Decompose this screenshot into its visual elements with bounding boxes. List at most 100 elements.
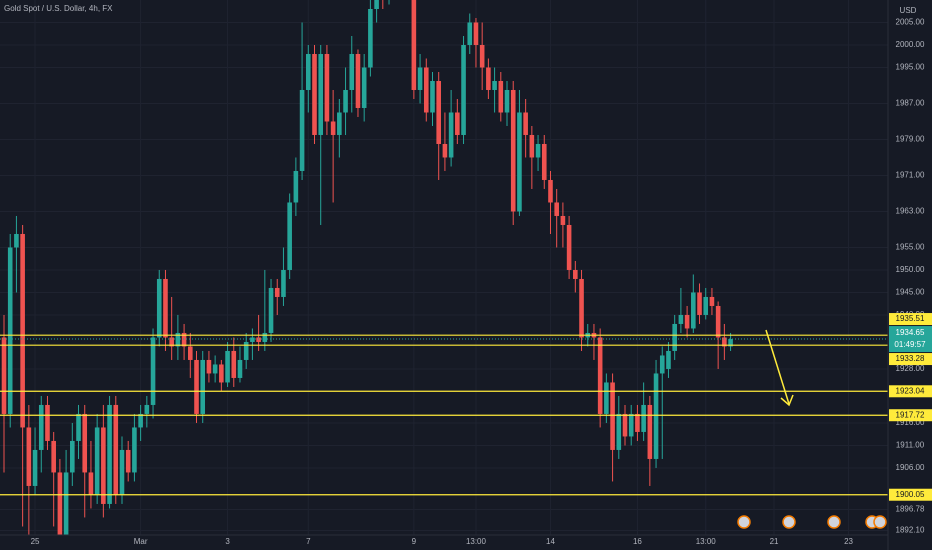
candle-body <box>38 404 44 450</box>
y-tick-label: 1945.00 <box>896 288 925 297</box>
x-tick-label: 14 <box>546 537 555 546</box>
level-tag-label: 1917.72 <box>896 410 925 419</box>
candle-body <box>194 359 199 414</box>
candle-body <box>455 112 460 135</box>
candle-body <box>697 292 702 315</box>
candle-body <box>641 404 646 432</box>
candle-body <box>616 413 622 450</box>
candle-body <box>299 89 305 171</box>
candle-body <box>219 364 224 383</box>
currency-label: USD <box>900 6 917 15</box>
x-tick-label: 13:00 <box>466 537 487 546</box>
candle-body <box>181 332 187 347</box>
candle-body <box>423 67 429 113</box>
candle-body <box>492 80 497 90</box>
axis-layer: 2005.00 2000.00 1995.00 1987.00 1979.00 1971.… <box>31 18 932 546</box>
x-tick-label: 13:00 <box>696 537 717 546</box>
candle-body <box>541 143 547 180</box>
candle-body <box>653 373 659 459</box>
candle-body <box>1 337 7 414</box>
plot-area <box>0 0 888 535</box>
candle-body <box>579 278 584 338</box>
candle-body <box>560 215 566 225</box>
y-tick-label: 1906.00 <box>896 463 925 472</box>
candle-body <box>703 296 709 315</box>
candle-body <box>175 332 181 347</box>
candle-body <box>510 89 516 212</box>
candle-body <box>486 67 491 90</box>
candle-body <box>51 440 56 473</box>
candle-body <box>156 278 162 338</box>
level-tag-label: 1935.51 <box>896 314 925 323</box>
candle-body <box>430 80 435 113</box>
candle-body <box>343 89 348 113</box>
candle-body <box>535 143 541 158</box>
candle-body <box>709 296 715 306</box>
y-tick-label: 1963.00 <box>896 207 925 216</box>
candle-body <box>728 339 733 347</box>
candle-body <box>647 404 653 459</box>
candle-body <box>237 359 243 378</box>
level-tag-label: 1933.28 <box>896 354 925 363</box>
event-icon[interactable] <box>782 515 796 529</box>
candle-body <box>517 112 522 212</box>
candle-body <box>715 305 721 338</box>
candle-body <box>318 53 324 135</box>
y-tick-label: 1971.00 <box>896 171 925 180</box>
candle-body <box>250 337 255 342</box>
candle-body <box>7 247 13 414</box>
candle-body <box>330 121 336 135</box>
level-tag <box>889 353 932 366</box>
candle-body <box>163 278 168 338</box>
x-tick-label: 23 <box>844 537 853 546</box>
grid-layer <box>0 0 888 535</box>
y-tick-label: 1928.00 <box>896 364 925 373</box>
countdown-label: 01:49:57 <box>894 340 926 349</box>
candle-body <box>566 224 572 270</box>
candle-body <box>448 112 454 158</box>
candle-body <box>622 413 628 437</box>
event-icon[interactable] <box>873 515 887 529</box>
candle-body <box>113 404 119 495</box>
candle-body <box>70 440 75 473</box>
arrow-line <box>765 329 790 405</box>
candle-body <box>349 53 355 90</box>
candle-body <box>225 350 230 383</box>
candle-body <box>479 44 485 68</box>
candle-body <box>188 346 193 360</box>
x-tick-label: 25 <box>31 537 40 546</box>
candle-body <box>529 134 535 158</box>
candle-body <box>144 404 150 414</box>
candle-body <box>678 314 684 324</box>
candle-body <box>722 337 727 347</box>
candle-body <box>138 413 143 428</box>
candle-body <box>374 0 379 9</box>
candle-body <box>212 364 218 374</box>
x-tick-label: 9 <box>412 537 417 546</box>
y-tick-label: 1987.00 <box>896 99 925 108</box>
candle-body <box>498 80 504 113</box>
event-icon[interactable] <box>827 515 841 529</box>
level-tag-label: 1923.04 <box>896 386 925 395</box>
y-tick-label: 2005.00 <box>896 18 925 27</box>
candle-body <box>107 404 112 504</box>
candle-body <box>94 427 100 495</box>
candle-body <box>125 449 131 473</box>
event-icon[interactable] <box>737 515 751 529</box>
x-tick-label: 21 <box>770 537 779 546</box>
candle-body <box>200 359 206 414</box>
event-icons <box>737 515 887 529</box>
candle-body <box>684 314 690 329</box>
y-tick-label: 1955.00 <box>896 243 925 252</box>
candle-body <box>548 179 553 203</box>
candle-body <box>628 413 634 437</box>
annotation-arrow <box>765 329 794 407</box>
y-tick-label: 1979.00 <box>896 135 925 144</box>
candle-body <box>101 427 106 504</box>
candle-body <box>436 80 441 144</box>
level-tag <box>889 385 932 398</box>
level-tag <box>889 313 932 326</box>
level-tag <box>889 409 932 422</box>
